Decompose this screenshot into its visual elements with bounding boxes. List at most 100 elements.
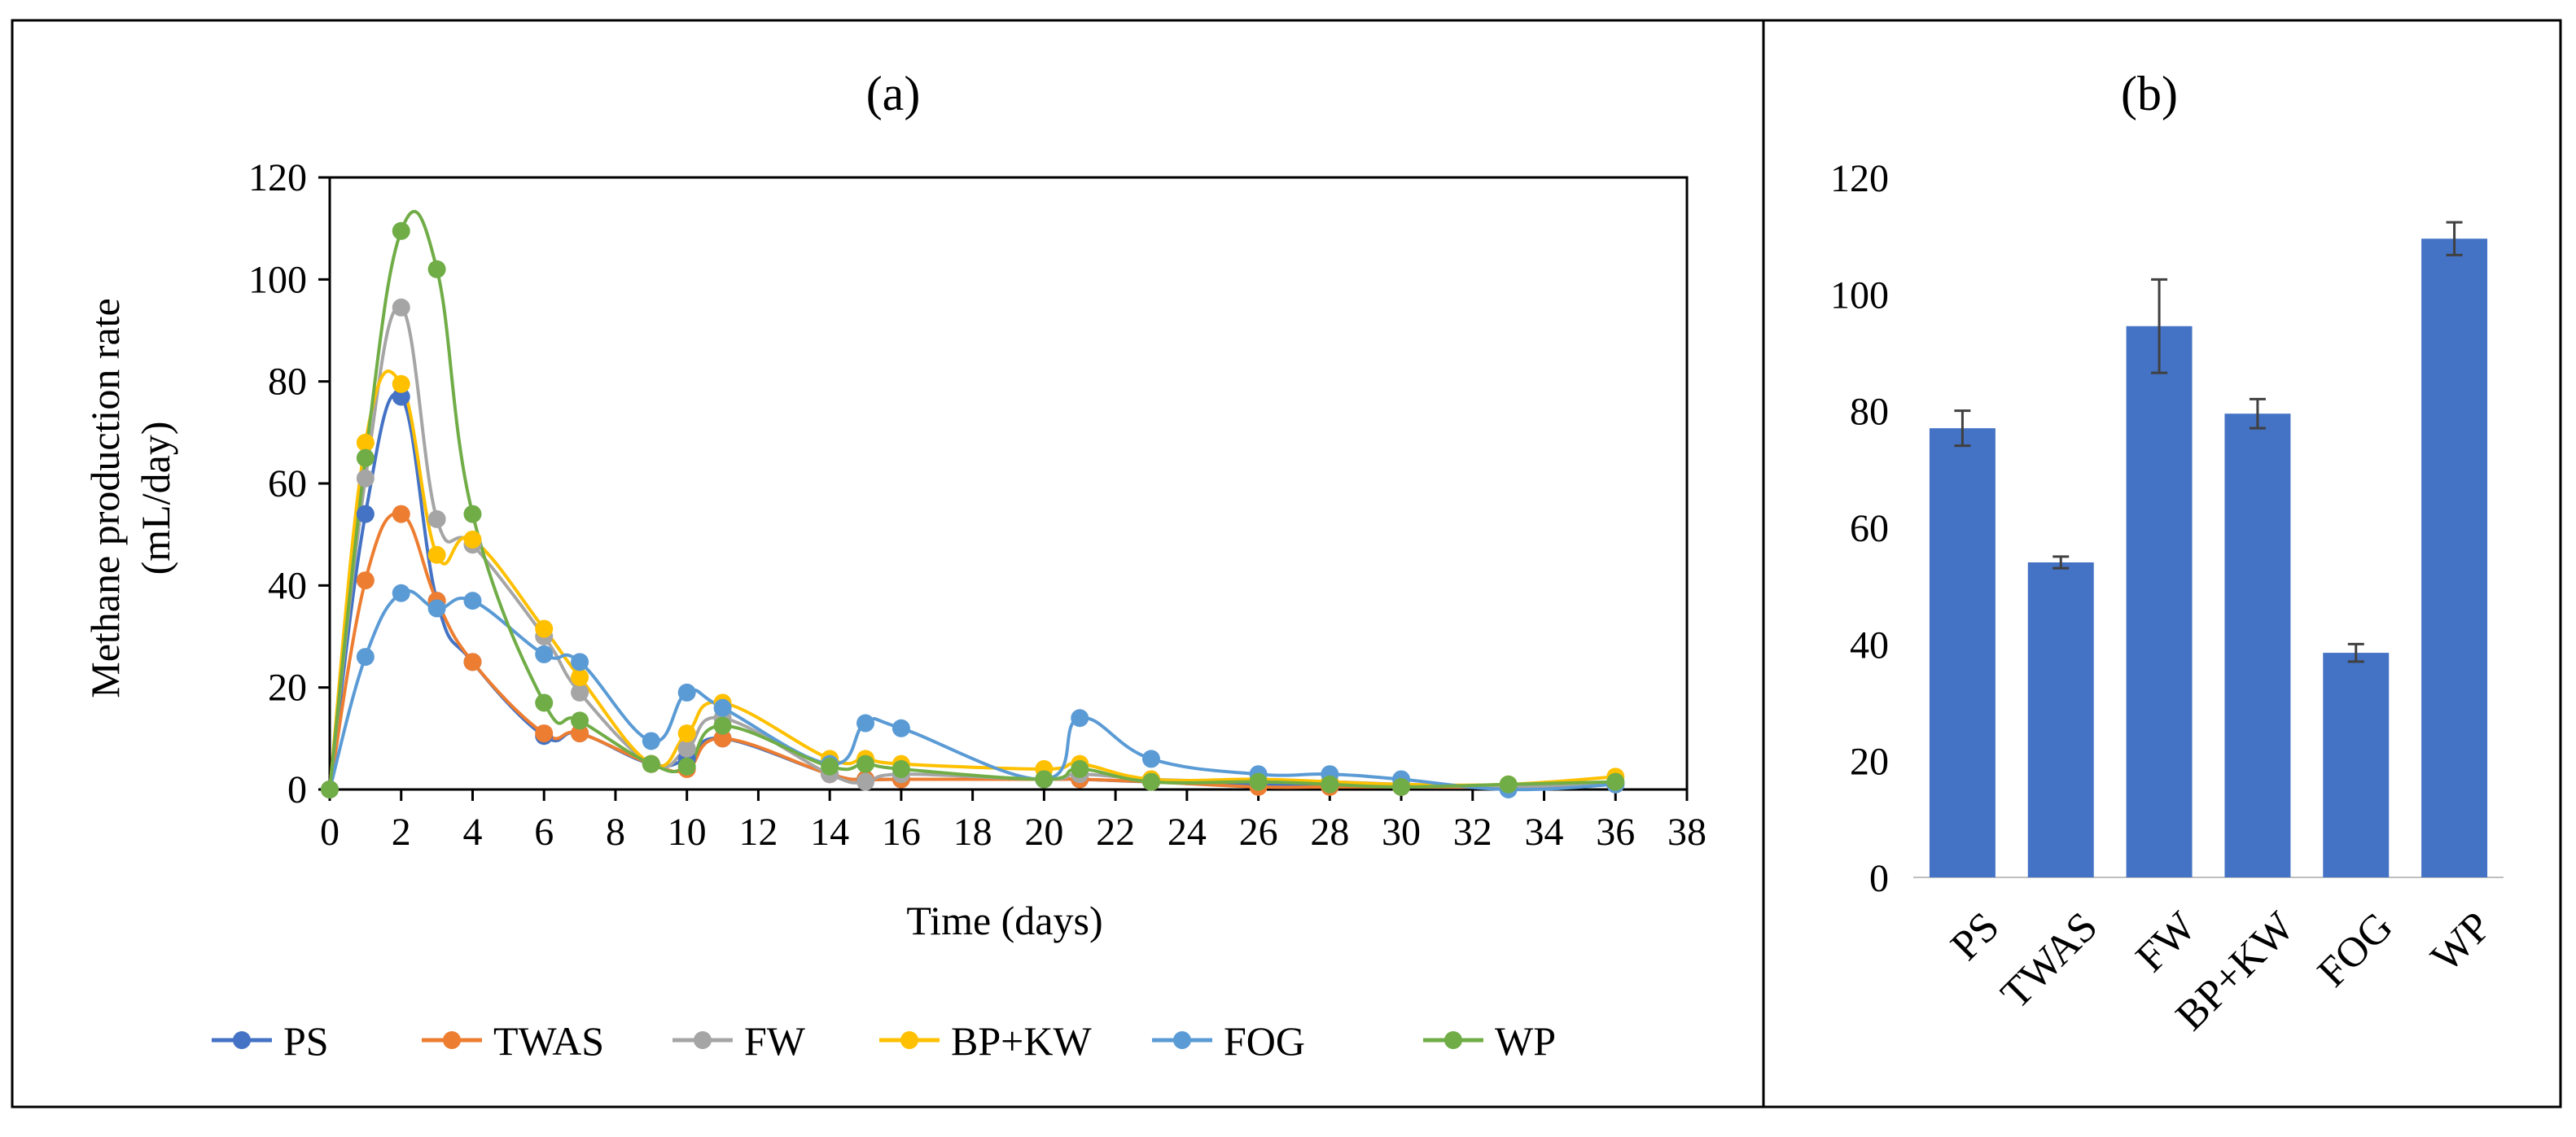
figure-frame: [11, 19, 2562, 1109]
data-point-wp: [1249, 772, 1268, 791]
data-point-wp: [677, 757, 696, 776]
panel-a-series-points: [321, 221, 1625, 798]
x-tick-label: 32: [1453, 811, 1492, 854]
x-tick-label: 14: [810, 811, 849, 854]
y-tick-label: 100: [248, 258, 307, 301]
x-tick-label: 30: [1382, 811, 1421, 854]
panel-a-title: (a): [866, 67, 921, 120]
legend-label-fog: FOG: [1224, 1018, 1305, 1064]
data-point-twas: [392, 505, 410, 523]
panel-a-series-lines: [328, 210, 1616, 792]
x-tick-label: 28: [1310, 811, 1349, 854]
data-point-wp: [1071, 759, 1089, 778]
panel-b-error-bars: [1954, 221, 2463, 663]
data-point-wp: [1499, 775, 1518, 794]
x-tick-label: 22: [1096, 811, 1135, 854]
x-tick-label: 16: [882, 811, 921, 854]
data-point-wp: [1606, 772, 1625, 791]
data-point-wp: [1321, 775, 1339, 794]
x-tick-label: 12: [738, 811, 778, 854]
data-point-wp: [356, 448, 375, 467]
series-line-fog: [328, 589, 1616, 792]
x-tick-label: 36: [1596, 811, 1635, 854]
series-line-bp-kw: [328, 370, 1616, 790]
data-point-fog: [642, 732, 660, 750]
data-point-wp: [1035, 770, 1054, 789]
x-tick-label: 10: [668, 811, 707, 854]
y-axis-title-line-2: (mL/day): [133, 422, 178, 575]
panel-a-y-axis-title: Methane production rate (mL/day): [82, 298, 178, 698]
data-point-wp: [392, 221, 410, 240]
panel-a-line-chart: (a) 0 2 4 6 8 10 12 14 16 18 20 22 24 26 28 30 32 34 36 38 …: [82, 67, 1706, 1064]
y-tick-label: 40: [268, 564, 307, 607]
data-point-fw: [392, 298, 410, 317]
data-point-twas: [356, 571, 375, 590]
data-point-fw: [427, 509, 446, 528]
data-point-fog: [892, 719, 910, 737]
data-point-bp-kw: [356, 433, 375, 452]
data-point-bp-kw: [535, 619, 554, 638]
x-tick-label: 26: [1239, 811, 1278, 854]
x-tick-label: 6: [534, 811, 554, 854]
legend-label-bp-kw: BP+KW: [951, 1018, 1092, 1064]
x-tick-label: 4: [462, 811, 482, 854]
legend-swatch-marker-bp-kw: [900, 1031, 918, 1049]
data-point-wp: [856, 754, 875, 773]
data-point-bp-kw: [677, 724, 696, 743]
data-point-wp: [1141, 772, 1160, 791]
legend-swatch-marker-twas: [443, 1031, 461, 1049]
bar-twas: [2027, 562, 2094, 877]
y-tick-label: 40: [1850, 623, 1889, 667]
data-point-bp-kw: [392, 374, 410, 393]
data-point-fog: [713, 698, 732, 717]
x-tick-label: 38: [1667, 811, 1706, 854]
category-label-twas: TWAS: [1992, 903, 2106, 1017]
data-point-wp: [713, 716, 732, 735]
data-point-fog: [356, 648, 375, 667]
y-tick-label: 60: [268, 462, 307, 505]
legend-label-wp: WP: [1495, 1018, 1556, 1064]
legend-swatch-marker-wp: [1444, 1031, 1462, 1049]
category-label-fw: FW: [2127, 903, 2205, 981]
legend-label-twas: TWAS: [493, 1018, 604, 1064]
data-point-bp-kw: [427, 545, 446, 564]
y-tick-label: 0: [1869, 857, 1889, 900]
series-line-ps: [328, 391, 1616, 790]
data-point-twas: [713, 729, 732, 748]
legend-label-ps: PS: [283, 1018, 329, 1064]
series-line-wp: [328, 210, 1616, 790]
panel-a-axes: [318, 176, 1689, 801]
data-point-wp: [642, 754, 660, 773]
y-tick-label: 20: [268, 667, 307, 710]
x-tick-label: 20: [1024, 811, 1063, 854]
y-tick-label: 0: [287, 768, 307, 811]
data-point-wp: [892, 759, 910, 778]
data-point-fw: [571, 683, 589, 702]
x-tick-label: 34: [1525, 811, 1564, 854]
bar-bp-kw: [2224, 413, 2291, 877]
data-point-twas: [463, 653, 482, 671]
x-tick-label: 18: [953, 811, 992, 854]
data-point-twas: [535, 724, 554, 743]
data-point-wp: [535, 693, 554, 712]
y-tick-label: 20: [1850, 741, 1889, 784]
legend-label-fw: FW: [744, 1018, 806, 1064]
x-tick-label: 2: [392, 811, 411, 854]
category-label-fog: FOG: [2309, 903, 2402, 996]
data-point-wp: [463, 505, 482, 523]
panel-b-title: (b): [2121, 67, 2178, 120]
category-label-wp: WP: [2422, 903, 2499, 981]
x-tick-label: 0: [320, 811, 340, 854]
data-point-wp: [427, 260, 446, 278]
panel-a-x-axis-title: Time (days): [906, 898, 1102, 943]
bar-fog: [2323, 653, 2390, 877]
bar-wp: [2421, 238, 2488, 877]
data-point-twas: [571, 724, 589, 743]
legend-swatch-marker-fog: [1173, 1031, 1191, 1049]
series-line-twas: [328, 511, 1616, 790]
plot-area-border: [328, 176, 1689, 791]
y-tick-label: 80: [268, 361, 307, 404]
